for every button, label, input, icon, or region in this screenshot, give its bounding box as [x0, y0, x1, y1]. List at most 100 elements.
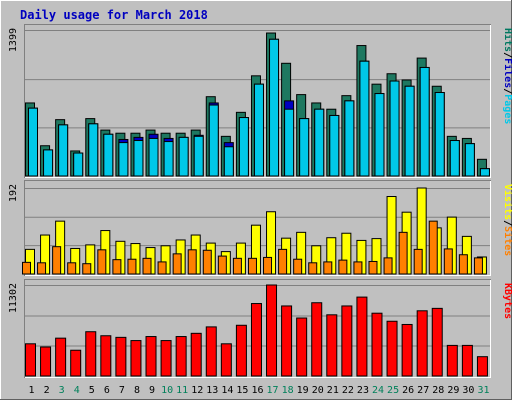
x-tick-label: 11 — [176, 385, 188, 396]
panel-hits-files-pages: 1399 Hits/Files/Pages — [8, 24, 512, 178]
panels: 1399 Hits/Files/Pages 192 Visits/Sites 11302… — [8, 24, 512, 378]
panel-legend: Visits/Sites — [502, 184, 512, 256]
bar-pages-day-5 — [88, 123, 99, 177]
bar-kbytes-day-30 — [461, 344, 473, 377]
x-tick-label: 7 — [119, 385, 125, 396]
bar-sites-day-6 — [97, 249, 107, 275]
x-tick-label: 20 — [312, 385, 324, 396]
bar-kbytes-day-22 — [341, 305, 353, 377]
bar-pages-day-19 — [299, 118, 310, 177]
x-tick-label: 26 — [402, 385, 414, 396]
bar-pages-day-27 — [419, 66, 430, 177]
bar-kbytes-day-4 — [70, 349, 82, 377]
bar-pages-day-26 — [404, 85, 415, 177]
bar-pages-day-4 — [73, 152, 84, 177]
bar-kbytes-day-7 — [115, 336, 127, 377]
legend-separator: / — [502, 52, 512, 58]
bar-kbytes-day-10 — [160, 340, 172, 377]
x-tick-label: 28 — [432, 385, 444, 396]
x-tick-label: 12 — [191, 385, 203, 396]
bar-kbytes-day-20 — [311, 302, 323, 377]
bar-sites-day-11 — [172, 253, 182, 275]
x-tick-label: 25 — [387, 385, 399, 396]
bar-kbytes-day-18 — [281, 305, 293, 377]
bar-sites-day-23 — [353, 261, 363, 275]
bar-pages-day-12 — [193, 135, 204, 177]
panel-kbytes: 11302 KBytes — [8, 279, 512, 378]
bar-sites-day-13 — [202, 249, 212, 275]
bar-pages-day-23 — [359, 60, 370, 177]
bar-kbytes-day-21 — [326, 314, 338, 377]
bar-kbytes-day-24 — [371, 312, 383, 377]
bar-sites-day-28 — [428, 220, 438, 275]
bar-kbytes-day-14 — [220, 343, 232, 377]
bar-sites-day-29 — [443, 248, 453, 275]
bar-sites-day-9 — [142, 257, 152, 275]
x-tick-label: 30 — [462, 385, 474, 396]
bar-pages-day-18 — [284, 108, 295, 177]
bar-kbytes-day-19 — [296, 317, 308, 377]
bar-sites-day-18 — [278, 248, 288, 275]
bar-sites-day-22 — [338, 259, 348, 275]
x-tick-label: 4 — [74, 385, 80, 396]
x-tick-label: 6 — [104, 385, 110, 396]
x-tick-label: 3 — [59, 385, 65, 396]
bar-sites-day-4 — [67, 262, 77, 275]
bar-kbytes-day-12 — [190, 332, 202, 377]
legend-entry: Sites — [502, 226, 512, 256]
bar-sites-day-8 — [127, 258, 137, 275]
bar-sites-day-20 — [308, 262, 318, 275]
legend-entry: Files — [502, 58, 512, 88]
series-sites — [22, 220, 483, 275]
bar-sites-day-27 — [413, 248, 423, 275]
bar-pages-day-29 — [449, 140, 460, 177]
bar-pages-day-3 — [58, 124, 69, 177]
bar-pages-day-16 — [253, 83, 264, 177]
bar-sites-day-17 — [263, 256, 273, 275]
bar-kbytes-day-11 — [175, 336, 187, 377]
x-tick-label: 23 — [357, 385, 369, 396]
x-tick-label: 29 — [447, 385, 459, 396]
x-tick-label: 18 — [282, 385, 294, 396]
bar-pages-day-24 — [374, 93, 385, 177]
bar-pages-day-11 — [178, 136, 189, 177]
bar-pages-day-30 — [464, 143, 475, 177]
bar-kbytes-day-31 — [476, 356, 488, 377]
legend-entry: KBytes — [502, 283, 512, 319]
legend-separator: / — [502, 220, 512, 226]
bar-sites-day-19 — [293, 258, 303, 275]
bar-kbytes-day-25 — [386, 320, 398, 377]
bar-pages-day-21 — [329, 114, 340, 177]
bar-kbytes-day-15 — [235, 324, 247, 377]
bar-sites-day-16 — [247, 257, 257, 275]
x-tick-label: 31 — [477, 385, 489, 396]
panel-legend: KBytes — [502, 283, 512, 319]
bar-pages-day-13 — [208, 104, 219, 177]
bar-sites-day-3 — [52, 246, 62, 275]
bar-kbytes-day-27 — [416, 310, 428, 377]
bar-sites-day-5 — [82, 263, 92, 275]
bar-sites-day-26 — [398, 231, 408, 275]
x-tick-label: 2 — [44, 385, 50, 396]
bar-kbytes-day-3 — [55, 337, 67, 377]
bar-kbytes-day-8 — [130, 340, 142, 377]
x-tick-label: 5 — [89, 385, 95, 396]
bar-sites-day-31 — [473, 257, 483, 275]
bar-pages-day-20 — [314, 108, 325, 177]
bar-sites-day-30 — [458, 254, 468, 275]
y-max-label: 192 — [8, 184, 19, 202]
x-tick-label: 16 — [251, 385, 263, 396]
bar-pages-day-2 — [43, 149, 54, 177]
bar-sites-day-7 — [112, 259, 122, 275]
bar-kbytes-day-29 — [446, 344, 458, 377]
x-tick-label: 17 — [267, 385, 279, 396]
bar-pages-day-8 — [133, 140, 144, 177]
legend-separator: / — [502, 88, 512, 94]
bar-pages-day-6 — [103, 133, 114, 177]
bar-kbytes-day-28 — [431, 307, 443, 377]
bar-kbytes-day-26 — [401, 323, 413, 377]
bar-pages-day-9 — [148, 137, 159, 177]
bar-kbytes-day-2 — [40, 346, 52, 377]
x-tick-label: 13 — [206, 385, 218, 396]
